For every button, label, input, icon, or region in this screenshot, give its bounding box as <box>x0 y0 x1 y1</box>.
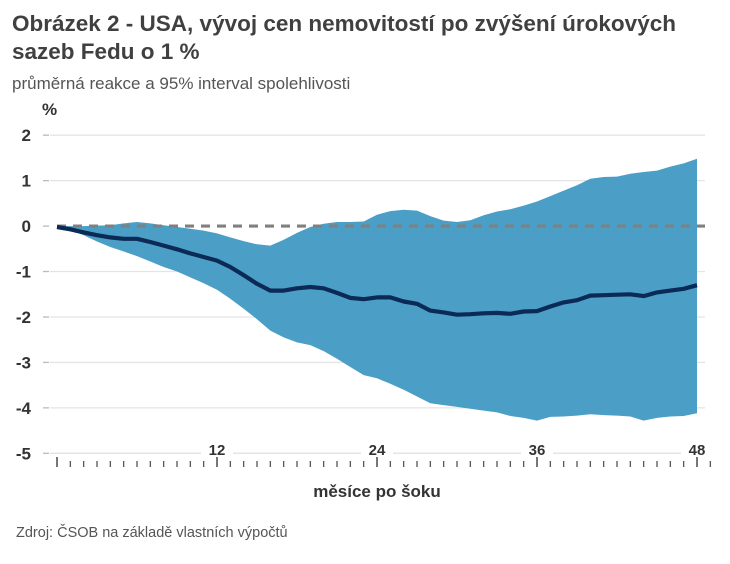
x-tick-label-bg <box>361 440 393 456</box>
x-tick-label: 36 <box>529 442 546 459</box>
y-tick-label: -3 <box>16 353 31 372</box>
mean-line <box>56 224 698 317</box>
chart-title: Obrázek 2 - USA, vývoj cen nemovitostí p… <box>12 11 676 64</box>
y-tick-label: -4 <box>16 399 32 418</box>
y-axis-unit: % <box>42 100 58 119</box>
x-tick-label: 24 <box>369 442 386 459</box>
y-tick-label: -2 <box>16 308 31 327</box>
x-axis-label: měsíce po šoku <box>313 482 441 501</box>
x-tick-label-bg <box>681 440 713 456</box>
y-tick-label: 2 <box>22 126 31 145</box>
x-tick-label: 48 <box>689 442 706 459</box>
x-tick-label: 12 <box>209 442 226 459</box>
chart-subtitle: průměrná reakce a 95% interval spolehliv… <box>12 74 351 93</box>
confidence-band <box>57 158 697 421</box>
x-tick-label-bg <box>201 440 233 456</box>
y-tick-label: -5 <box>16 444 31 463</box>
x-tick-label-bg <box>521 440 553 456</box>
y-tick-label: -1 <box>16 263 31 282</box>
source-note: Zdroj: ČSOB na základě vlastních výpočtů <box>16 525 288 541</box>
y-tick-label: 1 <box>22 172 31 191</box>
y-tick-label: 0 <box>22 217 31 236</box>
